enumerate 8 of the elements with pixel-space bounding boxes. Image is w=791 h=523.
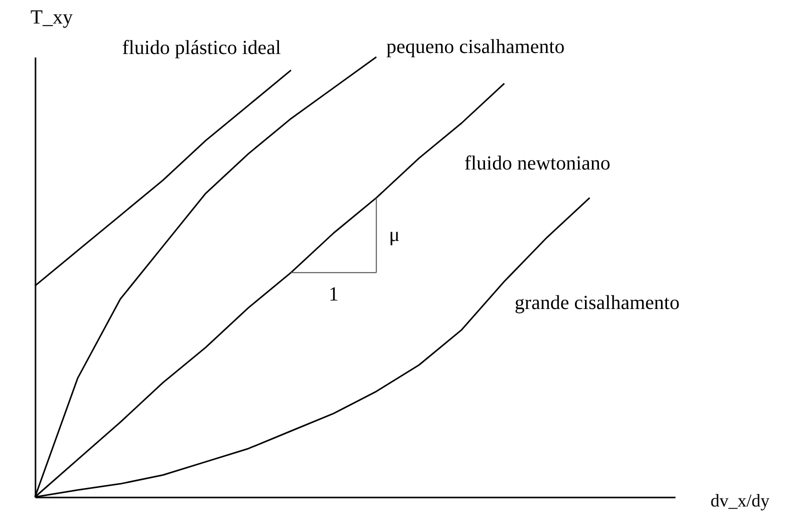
annotation: μ (388, 224, 400, 246)
series-label: grande cisalhamento (514, 292, 680, 314)
series-label: pequeno cisalhamento (386, 36, 565, 58)
annotation: 1 (328, 284, 339, 306)
x-axis-title: dv_x/dy (710, 490, 770, 510)
series-label: fluido plástico ideal (122, 37, 282, 60)
y-axis-title: T_xy (30, 6, 73, 28)
series-label: fluido newtoniano (464, 152, 610, 174)
